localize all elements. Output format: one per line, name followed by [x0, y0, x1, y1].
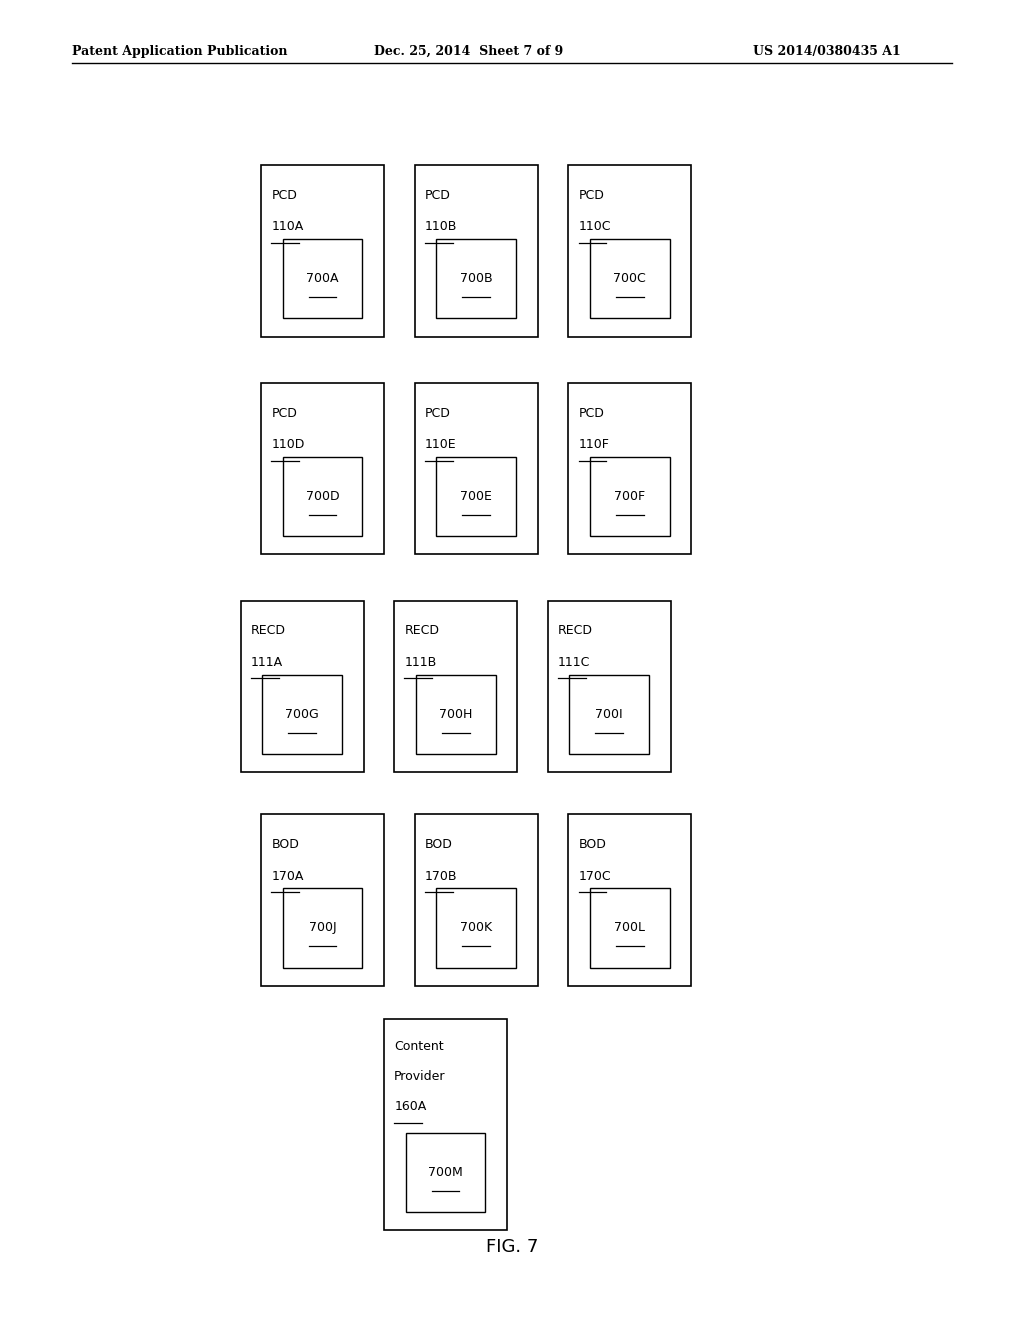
Text: 110B: 110B — [425, 220, 458, 234]
Text: RECD: RECD — [251, 624, 286, 638]
Bar — [261, 383, 384, 554]
Bar — [415, 814, 538, 986]
Text: 700A: 700A — [306, 272, 339, 285]
Bar — [415, 165, 538, 337]
Text: 700B: 700B — [460, 272, 493, 285]
Bar — [568, 165, 691, 337]
Text: Dec. 25, 2014  Sheet 7 of 9: Dec. 25, 2014 Sheet 7 of 9 — [374, 45, 563, 58]
Text: PCD: PCD — [425, 407, 451, 420]
Bar — [569, 675, 649, 754]
Text: 110A: 110A — [271, 220, 303, 234]
Text: 111A: 111A — [251, 656, 283, 669]
Text: 170C: 170C — [579, 870, 611, 883]
Text: US 2014/0380435 A1: US 2014/0380435 A1 — [753, 45, 900, 58]
Text: 110F: 110F — [579, 438, 609, 451]
Text: Content: Content — [394, 1040, 443, 1053]
Bar — [416, 675, 496, 754]
Text: FIG. 7: FIG. 7 — [485, 1238, 539, 1257]
Bar — [590, 457, 670, 536]
Text: PCD: PCD — [579, 407, 604, 420]
Bar — [283, 888, 362, 968]
Bar — [406, 1133, 485, 1212]
Bar — [548, 601, 671, 772]
Text: 111B: 111B — [404, 656, 436, 669]
Text: 110E: 110E — [425, 438, 457, 451]
Text: 700K: 700K — [460, 921, 493, 935]
Bar — [241, 601, 364, 772]
Text: 700C: 700C — [613, 272, 646, 285]
Text: 700H: 700H — [439, 708, 472, 721]
Bar — [261, 165, 384, 337]
Text: Patent Application Publication: Patent Application Publication — [72, 45, 287, 58]
Text: 700J: 700J — [309, 921, 336, 935]
Bar — [415, 383, 538, 554]
Bar — [568, 383, 691, 554]
Bar — [394, 601, 517, 772]
Bar — [436, 457, 516, 536]
Text: 700G: 700G — [286, 708, 318, 721]
Text: 700I: 700I — [596, 708, 623, 721]
Text: PCD: PCD — [579, 189, 604, 202]
Text: 700L: 700L — [614, 921, 645, 935]
Text: RECD: RECD — [404, 624, 439, 638]
Text: Provider: Provider — [394, 1071, 445, 1084]
Bar — [568, 814, 691, 986]
Text: 700M: 700M — [428, 1166, 463, 1179]
Text: 700E: 700E — [460, 490, 493, 503]
Text: PCD: PCD — [425, 189, 451, 202]
Text: 110C: 110C — [579, 220, 611, 234]
Text: 170B: 170B — [425, 870, 458, 883]
Bar — [436, 239, 516, 318]
Text: 110D: 110D — [271, 438, 305, 451]
Text: 111C: 111C — [558, 656, 591, 669]
Bar — [590, 239, 670, 318]
Bar — [384, 1019, 507, 1230]
Text: BOD: BOD — [425, 838, 453, 851]
Text: 700F: 700F — [614, 490, 645, 503]
Bar — [262, 675, 342, 754]
Bar — [283, 239, 362, 318]
Bar — [590, 888, 670, 968]
Text: BOD: BOD — [271, 838, 299, 851]
Text: RECD: RECD — [558, 624, 593, 638]
Text: 170A: 170A — [271, 870, 304, 883]
Text: 700D: 700D — [306, 490, 339, 503]
Text: 160A: 160A — [394, 1101, 426, 1113]
Text: PCD: PCD — [271, 407, 297, 420]
Bar — [283, 457, 362, 536]
Text: PCD: PCD — [271, 189, 297, 202]
Text: BOD: BOD — [579, 838, 606, 851]
Bar — [261, 814, 384, 986]
Bar — [436, 888, 516, 968]
